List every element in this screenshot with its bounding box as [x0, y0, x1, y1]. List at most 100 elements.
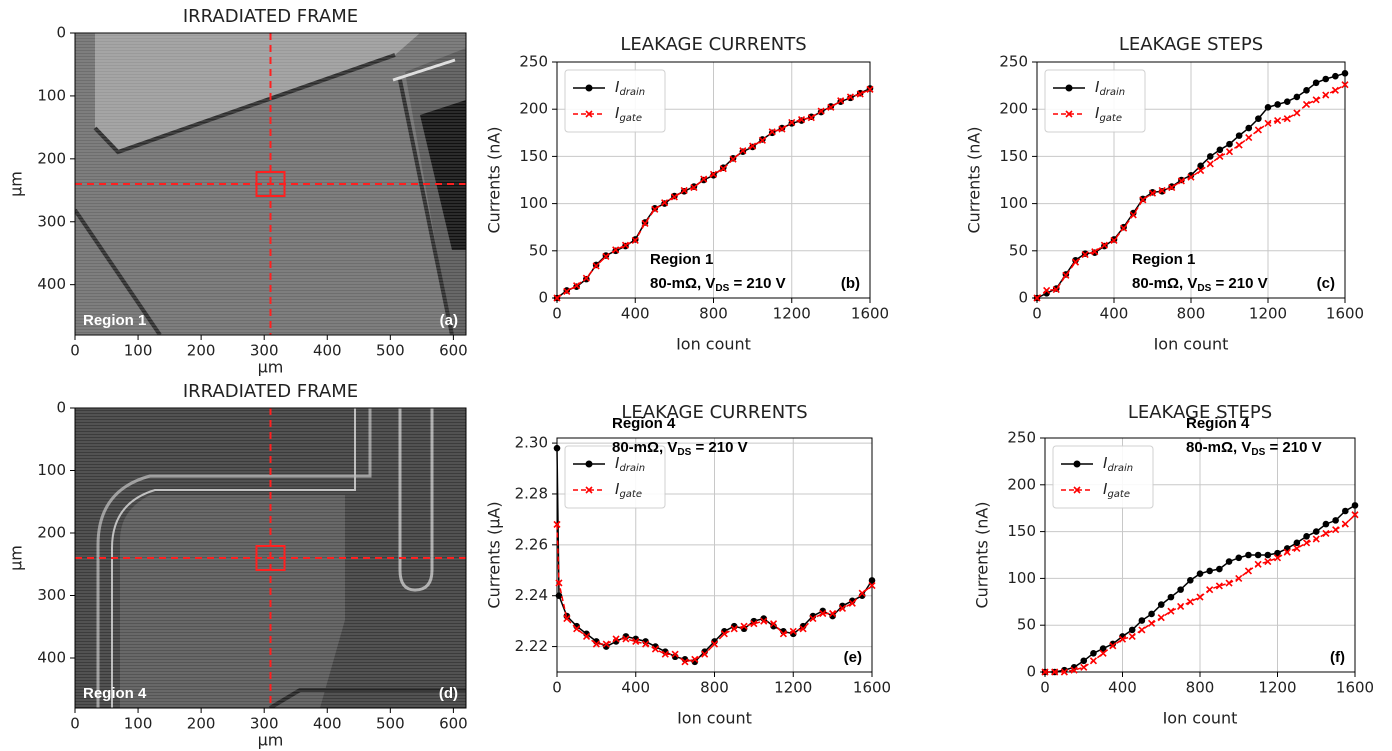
- data-point: [856, 90, 864, 98]
- x-axis-label: Ion count: [1163, 709, 1238, 728]
- data-point: [1254, 126, 1262, 134]
- data-point: [622, 635, 630, 643]
- x-tick-label: 400: [1100, 305, 1129, 323]
- y-tick-label: 100: [37, 461, 66, 479]
- data-point: [642, 640, 650, 648]
- data-point: [1041, 668, 1049, 676]
- annotation-condition: 80-mΩ, VDS = 210 V: [1132, 275, 1268, 294]
- y-axis-label: Currents (nA): [965, 126, 984, 233]
- y-tick-label: 0: [1026, 663, 1036, 681]
- data-point: [602, 640, 610, 648]
- data-point: [1091, 248, 1099, 256]
- data-point: [1341, 70, 1349, 77]
- chart-title: IRRADIATED FRAME: [183, 381, 358, 402]
- axes-frame: [556, 61, 871, 299]
- data-point: [1196, 570, 1204, 578]
- y-axis-label: μm: [7, 545, 26, 571]
- x-tick-label: 800: [1186, 679, 1215, 697]
- data-point: [848, 599, 856, 607]
- data-point: [1245, 551, 1252, 559]
- data-point: [1264, 557, 1272, 566]
- annotation-subscript: DS: [677, 447, 691, 458]
- image-area: [75, 33, 466, 335]
- panel-label: (f): [1330, 649, 1345, 666]
- legend-label-subscript: drain: [619, 87, 645, 98]
- y-tick-label: 300: [37, 586, 66, 604]
- data-point: [1351, 511, 1359, 519]
- data-point: [730, 625, 738, 633]
- y-tick-label: 200: [1007, 475, 1036, 493]
- data-point: [750, 620, 758, 628]
- data-point: [1206, 586, 1214, 594]
- data-point: [592, 262, 600, 270]
- data-point: [680, 186, 688, 194]
- data-point: [1080, 657, 1088, 665]
- data-point: [1206, 153, 1214, 160]
- data-point: [582, 274, 590, 282]
- y-tick-label: 250: [999, 53, 1028, 71]
- annotation-prefix: 80-mΩ, V: [1186, 439, 1251, 456]
- x-tick-label: 800: [699, 305, 728, 323]
- data-point: [701, 650, 709, 658]
- data-point: [769, 620, 778, 628]
- data-point: [661, 199, 669, 207]
- data-point: [661, 650, 669, 658]
- data-point: [681, 658, 689, 666]
- data-point: [1254, 560, 1262, 568]
- y-tick-label: 250: [1007, 429, 1036, 447]
- annotation-prefix: 80-mΩ, V: [612, 439, 677, 456]
- data-point: [1033, 294, 1041, 302]
- data-point: [1351, 502, 1359, 509]
- data-point: [1303, 532, 1310, 540]
- data-point: [1283, 98, 1291, 105]
- data-point: [1225, 579, 1233, 587]
- x-tick-label: 1200: [1249, 305, 1287, 323]
- y-tick-label: 0: [56, 399, 66, 417]
- data-point: [1177, 586, 1184, 593]
- data-point: [1186, 598, 1194, 606]
- x-tick-label: 500: [376, 342, 405, 360]
- legend-label: Idrain: [615, 454, 645, 475]
- data-point: [709, 170, 718, 178]
- data-point: [1264, 551, 1272, 559]
- data-point: [868, 581, 876, 590]
- data-point: [1274, 549, 1281, 557]
- data-point: [563, 287, 571, 295]
- data-point: [1255, 115, 1262, 122]
- data-point: [1332, 72, 1339, 80]
- data-point: [1216, 146, 1224, 154]
- data-point: [1235, 554, 1243, 562]
- data-point: [1225, 148, 1234, 156]
- legend-label: Igate: [1103, 480, 1130, 501]
- legend-label: Idrain: [1095, 78, 1125, 99]
- y-tick-label: 250: [519, 53, 548, 71]
- x-axis-label: Ion count: [1154, 335, 1229, 354]
- data-point: [582, 632, 591, 640]
- annotation-condition: 80-mΩ, VDS = 210 V: [1186, 439, 1322, 458]
- legend-label: Idrain: [1103, 454, 1133, 475]
- y-tick-label: 50: [1009, 241, 1028, 259]
- data-point: [1283, 115, 1291, 123]
- data-point: [1099, 649, 1107, 657]
- chart-title: IRRADIATED FRAME: [183, 6, 358, 27]
- data-point: [1167, 593, 1175, 601]
- legend-label: Igate: [615, 104, 642, 125]
- target-box: [255, 171, 286, 197]
- legend-swatch: [1073, 486, 1081, 494]
- data-point: [1332, 517, 1339, 524]
- data-point: [1147, 619, 1156, 627]
- annotation-prefix: 80-mΩ, V: [650, 275, 715, 292]
- legend-swatch: [1065, 110, 1073, 118]
- panel-label: (c): [1317, 275, 1335, 292]
- annotation-suffix: = 210 V: [1211, 275, 1267, 292]
- y-tick-label: 0: [1018, 289, 1028, 307]
- y-axis-label: μm: [7, 171, 26, 197]
- data-point: [1322, 75, 1330, 83]
- data-point: [1187, 171, 1195, 179]
- data-point: [1341, 81, 1349, 89]
- data-point: [1312, 528, 1320, 535]
- data-point: [1293, 109, 1301, 117]
- data-point: [710, 640, 719, 648]
- data-point: [691, 655, 699, 663]
- data-point: [1322, 91, 1330, 99]
